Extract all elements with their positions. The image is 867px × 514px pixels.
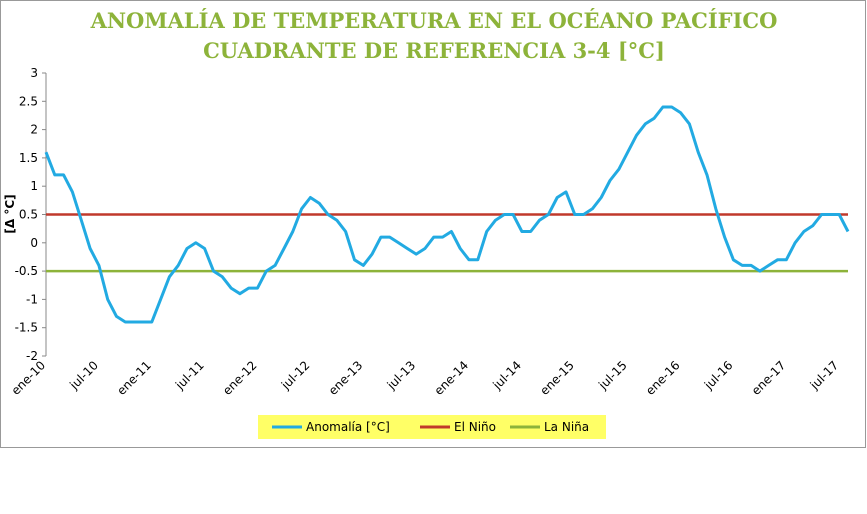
- y-tick-label: -2: [26, 349, 38, 363]
- y-tick-label: 0: [30, 236, 38, 250]
- legend-label: La Niña: [544, 420, 589, 434]
- y-tick-label: 1.5: [19, 151, 38, 165]
- legend-label: Anomalía [°C]: [306, 420, 390, 434]
- y-tick-label: -1: [26, 292, 38, 306]
- y-tick-label: 2: [30, 123, 38, 137]
- y-tick-label: -1.5: [15, 321, 38, 335]
- series-line: [44, 105, 850, 324]
- y-tick-label: 1: [30, 179, 38, 193]
- y-tick-label: -0.5: [15, 264, 38, 278]
- y-tick-label: 3: [30, 66, 38, 80]
- y-tick-label: 0.5: [19, 208, 38, 222]
- y-tick-label: 2.5: [19, 94, 38, 108]
- chart-title: ANOMALÍA DE TEMPERATURA EN EL OCÉANO PAC…: [90, 8, 778, 33]
- y-axis-label: [Δ °C]: [3, 194, 17, 233]
- chart-subtitle: CUADRANTE DE REFERENCIA 3-4 [°C]: [203, 38, 665, 63]
- legend-label: El Niño: [454, 420, 496, 434]
